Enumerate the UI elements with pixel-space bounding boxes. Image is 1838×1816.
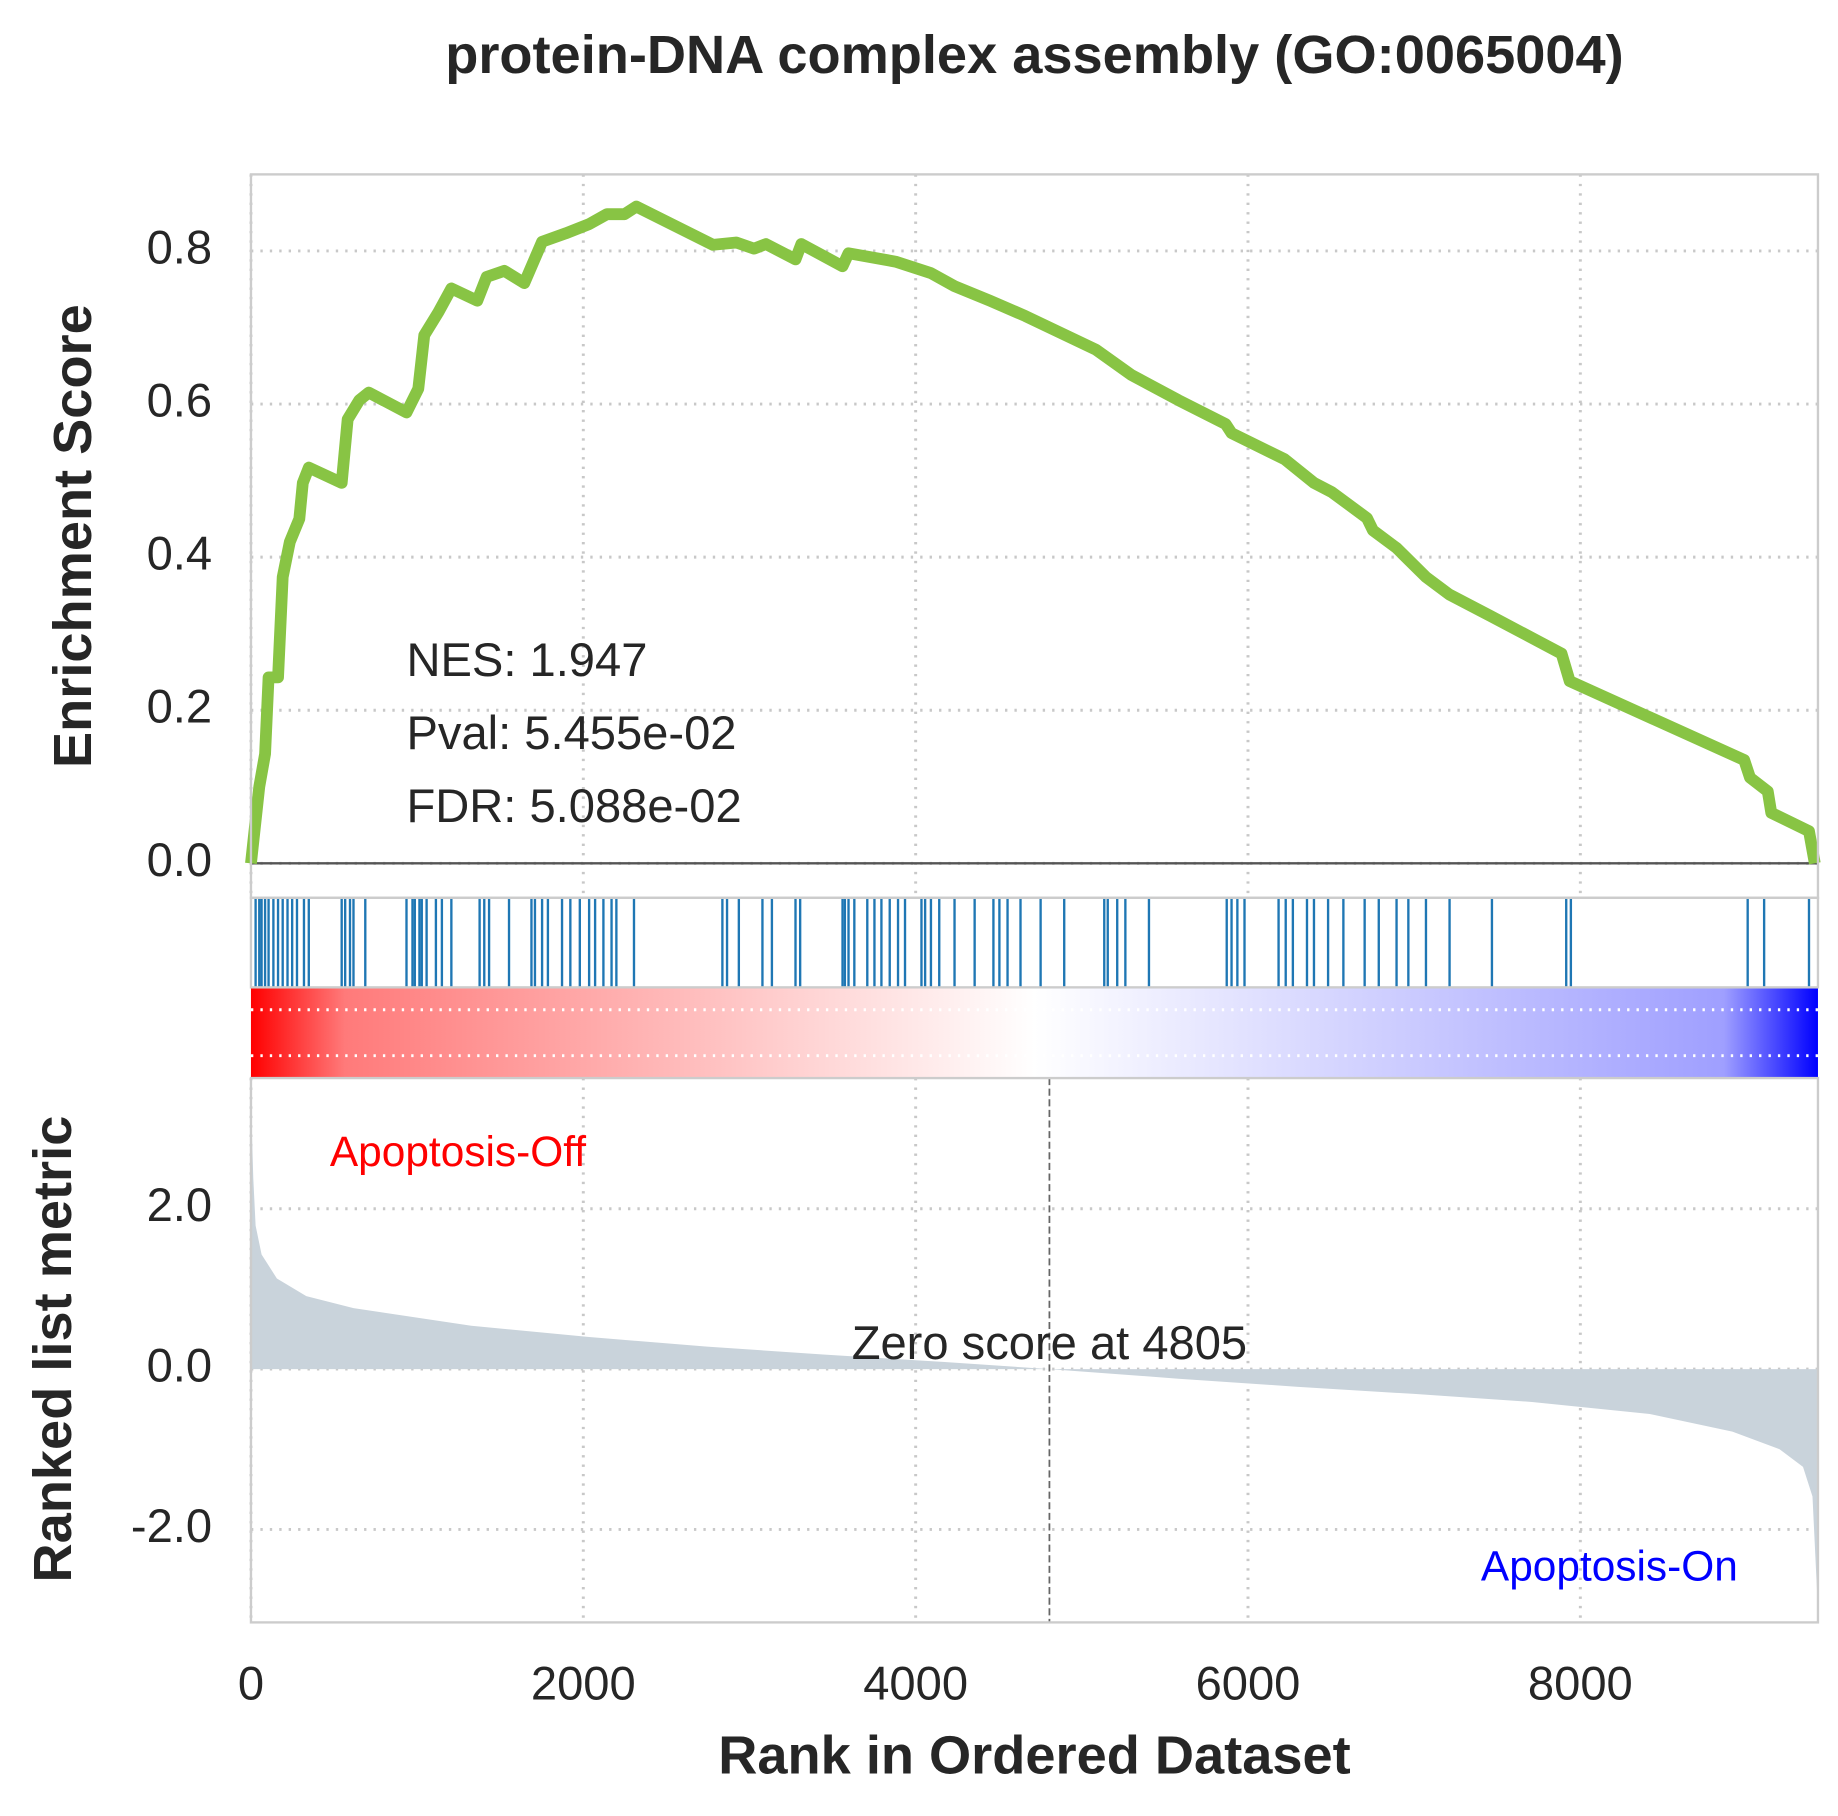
y-axis-label: Enrichment Score bbox=[43, 304, 103, 768]
x-tick-label: 8000 bbox=[1528, 1657, 1633, 1710]
y-tick-label: 0.0 bbox=[147, 1339, 213, 1392]
x-tick-label: 0 bbox=[238, 1657, 264, 1710]
stats-annotation: Pval: 5.455e-02 bbox=[406, 706, 736, 759]
y-tick-label: 0.0 bbox=[147, 833, 213, 886]
y-tick-label: 0.8 bbox=[147, 220, 213, 273]
x-tick-label: 6000 bbox=[1196, 1657, 1301, 1710]
y-tick-label: 0.4 bbox=[147, 527, 213, 580]
panel-frame bbox=[249, 1076, 1820, 1624]
y-tick-label: 0.2 bbox=[147, 680, 213, 733]
y-axis-label: Ranked list metric bbox=[23, 1116, 83, 1583]
zero-score-label: Zero score at 4805 bbox=[852, 1316, 1247, 1369]
stats-annotation: NES: 1.947 bbox=[406, 633, 647, 686]
panel-frame bbox=[249, 896, 1820, 989]
x-axis-label: Rank in Ordered Dataset bbox=[718, 1725, 1350, 1785]
y-tick-label: 0.6 bbox=[147, 374, 213, 427]
pos-label: Apoptosis-Off bbox=[330, 1128, 586, 1175]
stats-annotation: FDR: 5.088e-02 bbox=[406, 779, 741, 832]
y-tick-label: -2.0 bbox=[131, 1499, 212, 1552]
color-bar bbox=[250, 987, 1818, 1079]
y-tick-label: 2.0 bbox=[147, 1178, 213, 1231]
x-tick-label: 4000 bbox=[863, 1657, 968, 1710]
metric-area bbox=[250, 1101, 1818, 1597]
x-tick-label: 2000 bbox=[531, 1657, 636, 1710]
chart-title: protein-DNA complex assembly (GO:0065004… bbox=[445, 25, 1623, 85]
es-line bbox=[245, 200, 1821, 865]
neg-label: Apoptosis-On bbox=[1481, 1543, 1738, 1590]
